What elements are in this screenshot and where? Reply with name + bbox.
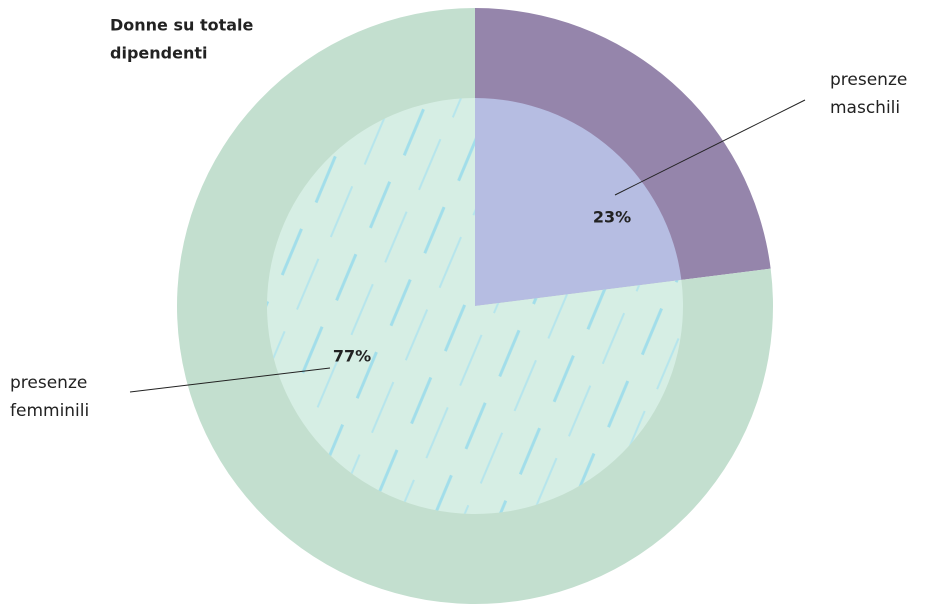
- chart-title: dipendenti: [110, 44, 207, 63]
- value-label: 77%: [333, 347, 371, 366]
- slice-label: presenze: [10, 373, 87, 393]
- slice-texture: [267, 98, 683, 514]
- slice-inner: [475, 98, 682, 306]
- chart-title: Donne su totale: [110, 16, 254, 35]
- value-label: 23%: [593, 208, 631, 227]
- leader-line: [129, 367, 331, 393]
- leader-line: [614, 99, 806, 196]
- slices: [177, 8, 774, 604]
- slice-label: presenze: [830, 70, 907, 90]
- slice-label: maschili: [830, 98, 900, 118]
- slice-label: femminili: [10, 401, 89, 421]
